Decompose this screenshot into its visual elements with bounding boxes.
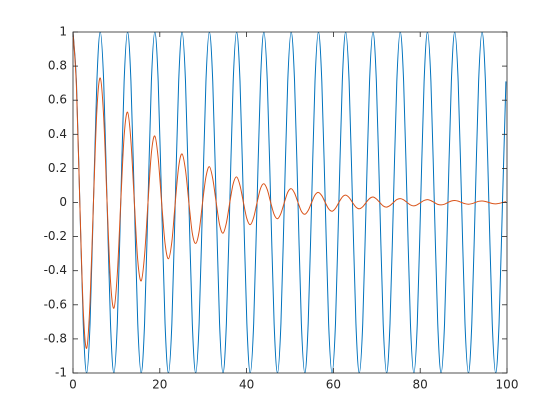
y-tick-label: -0.2	[44, 229, 67, 243]
x-tick-label: 40	[239, 378, 254, 392]
series-line	[73, 32, 507, 349]
x-tick-label: 100	[496, 378, 519, 392]
y-tick-label: -0.6	[44, 297, 67, 311]
x-tick-label: 0	[69, 378, 77, 392]
y-tick-label: 1	[59, 25, 67, 39]
y-tick-label: -1	[55, 366, 67, 380]
y-tick-label: 0	[59, 195, 67, 209]
x-tick-label: 20	[152, 378, 167, 392]
y-tick-label: 0.4	[48, 127, 67, 141]
x-tick-label: 60	[326, 378, 341, 392]
y-tick-label: -0.4	[44, 263, 67, 277]
y-tick-label: 0.6	[48, 93, 67, 107]
y-tick-label: 0.8	[48, 59, 67, 73]
y-tick-label: 0.2	[48, 161, 67, 175]
y-tick-label: -0.8	[44, 331, 67, 345]
x-tick-label: 80	[413, 378, 428, 392]
plot-area	[73, 32, 507, 373]
